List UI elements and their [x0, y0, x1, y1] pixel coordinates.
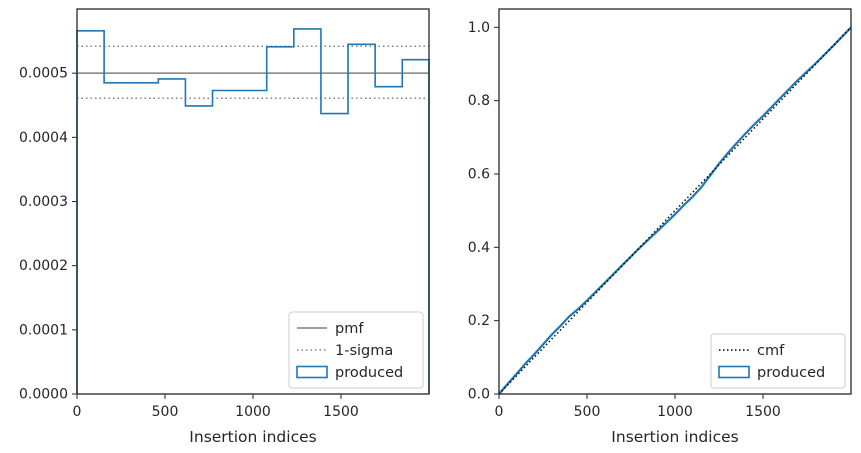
cmf-line	[498, 26, 852, 395]
produced-histogram	[76, 28, 430, 394]
y-tick-label: 0.0004	[19, 130, 68, 146]
legend-label: pmf	[335, 321, 364, 337]
y-tick-label: 0.0002	[19, 258, 68, 274]
legend-label: 1-sigma	[335, 343, 393, 359]
legend-box	[288, 311, 424, 389]
x-tick-label: 500	[152, 404, 179, 420]
x-tick-label: 500	[574, 404, 601, 420]
legend-label: produced	[335, 365, 403, 381]
y-tick-label: 0.0000	[19, 387, 68, 403]
legend-label: produced	[757, 365, 825, 381]
y-tick-label: 0.2	[468, 313, 490, 329]
x-tick-label: 1000	[235, 404, 271, 420]
axes-frame	[498, 8, 852, 395]
legend: cmf produced	[710, 333, 846, 389]
y-tick-label: 0.0003	[19, 194, 68, 210]
x-axis-label: Insertion indices	[611, 428, 738, 446]
x-tick-label: 0	[495, 404, 504, 420]
x-tick-label: 1500	[745, 404, 781, 420]
x-tick-label: 0	[73, 404, 82, 420]
legend: pmf 1-sigma produced	[288, 311, 424, 389]
y-tick-label: 0.6	[468, 167, 490, 183]
y-tick-label: 0.0	[468, 387, 490, 403]
x-tick-label: 1000	[657, 404, 693, 420]
legend-label: cmf	[757, 343, 785, 359]
x-axis-label: Insertion indices	[189, 428, 316, 446]
produced-cdf-line	[498, 26, 852, 395]
y-tick-label: 1.0	[468, 20, 490, 36]
axes-frame	[76, 8, 430, 395]
pmf-panel: 0.0000 0.0001 0.0002 0.0003 0.0004 0.0005 0 500…	[19, 8, 430, 446]
legend-produced-swatch	[718, 365, 750, 379]
y-tick-label: 0.4	[468, 240, 490, 256]
legend-produced-swatch	[296, 365, 328, 379]
x-tick-label: 1500	[323, 404, 359, 420]
y-tick-label: 0.0001	[19, 322, 68, 338]
y-tick-label: 0.8	[468, 93, 490, 109]
cmf-panel: 0.0 0.2 0.4 0.6 0.8 1.0 0 500 1000 1500 Insertion …	[468, 8, 852, 446]
legend-box	[710, 333, 846, 389]
y-tick-label: 0.0005	[19, 66, 68, 82]
